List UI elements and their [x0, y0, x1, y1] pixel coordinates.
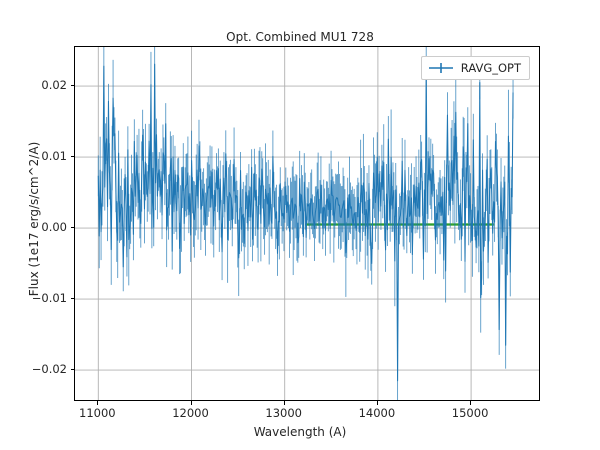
x-tick-mark — [283, 401, 285, 405]
y-tick-mark — [70, 369, 74, 371]
series-ravg-opt — [97, 47, 514, 400]
chart-title: Opt. Combined MU1 728 — [226, 30, 374, 44]
x-tick-mark — [190, 401, 192, 405]
x-tick-label: 11000 — [79, 406, 116, 420]
legend-line-marker-icon — [428, 63, 453, 73]
y-tick-label: 0.02 — [41, 78, 67, 93]
y-tick-mark — [70, 156, 74, 158]
x-tick-label: 12000 — [172, 406, 209, 420]
y-tick-mark — [70, 85, 74, 87]
x-axis-label: Wavelength (A) — [253, 425, 347, 439]
y-tick-mark — [70, 298, 74, 300]
y-axis-label: Flux (1e17 erg/s/cm^2/A) — [27, 141, 41, 297]
legend-label-ravg-opt: RAVG_OPT — [460, 61, 521, 75]
y-tick-label: −0.02 — [31, 362, 67, 377]
plot-axes-area: RAVG_OPT — [74, 46, 540, 401]
x-tick-label: 13000 — [265, 406, 302, 420]
x-tick-mark — [470, 401, 472, 405]
x-tick-mark — [376, 401, 378, 405]
y-tick-label: 0.00 — [41, 220, 67, 235]
y-tick-label: 0.01 — [41, 149, 67, 164]
x-tick-label: 15000 — [451, 406, 489, 420]
legend-box[interactable]: RAVG_OPT — [420, 56, 530, 80]
x-tick-mark — [97, 401, 99, 405]
plot-svg — [75, 47, 539, 400]
y-tick-label: −0.01 — [31, 291, 67, 306]
x-tick-label: 14000 — [358, 406, 396, 420]
y-tick-mark — [70, 227, 74, 229]
spectrum-line — [97, 63, 514, 382]
